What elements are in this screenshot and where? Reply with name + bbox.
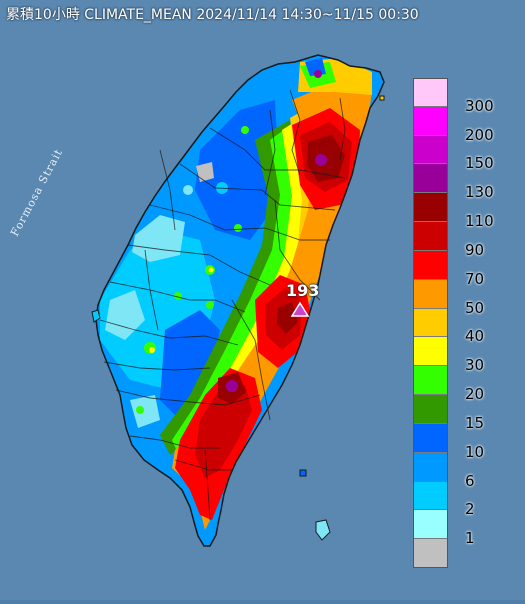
- county-boundary-line: [109, 281, 246, 313]
- county-boundary-line: [144, 249, 159, 331]
- map-title: 累積10小時 CLIMATE_MEAN 2024/11/14 14:30~11/…: [6, 7, 419, 23]
- blob-green-north-1: [241, 126, 249, 134]
- legend-swatch: [413, 164, 448, 194]
- legend-label: 90: [465, 240, 485, 259]
- blob-lightblue-north: [183, 185, 193, 195]
- zone-lightblue-2: [105, 290, 145, 340]
- zone-gray-patch: [196, 162, 214, 182]
- legend-swatch: [413, 366, 448, 396]
- county-boundaries: [99, 89, 346, 521]
- legend-swatch: [413, 78, 448, 107]
- county-boundary-line: [179, 163, 336, 211]
- county-boundary-line: [274, 199, 321, 301]
- legend-swatch: [413, 423, 448, 453]
- islet-green-island: [315, 519, 331, 541]
- peak-marker-triangle-icon: [290, 301, 310, 317]
- legend-swatch: [413, 279, 448, 309]
- legend-swatch: [413, 135, 448, 165]
- county-boundary-line: [289, 89, 301, 176]
- blob-yellow-west-2: [208, 267, 214, 273]
- legend-label: 6: [465, 471, 475, 490]
- county-boundary-line: [149, 204, 330, 241]
- legend-label: 30: [465, 356, 485, 375]
- zone-lightblue-3: [130, 395, 160, 428]
- islet-small-north: [379, 95, 385, 101]
- blob-south-purple: [226, 380, 238, 392]
- county-boundary-line: [204, 449, 211, 521]
- legend-swatch: [413, 452, 448, 482]
- legend-swatch: [413, 510, 448, 540]
- county-boundary-line: [209, 127, 346, 179]
- blob-north-purple: [315, 154, 327, 166]
- blob-green-west-4: [136, 406, 144, 414]
- legend-label: 1: [465, 529, 475, 548]
- legend-swatch: [413, 106, 448, 136]
- legend-label: 50: [465, 298, 485, 317]
- county-boundary-line: [127, 244, 271, 286]
- legend-label: 300: [465, 96, 494, 115]
- zone-maroon-east: [277, 302, 298, 334]
- legend-label: 200: [465, 125, 494, 144]
- legend-label: 40: [465, 327, 485, 346]
- county-boundary-line: [129, 435, 220, 449]
- legend-label: 10: [465, 442, 485, 461]
- rainfall-legend: 300 200 150 130 110 90 70 50 40 30 20 15 10 6 2 1: [413, 78, 505, 568]
- county-boundary-line: [174, 459, 232, 471]
- island-outline: [95, 54, 385, 547]
- zone-north-deepblue: [195, 100, 280, 240]
- county-boundary-line: [231, 299, 271, 421]
- legend-swatch: [413, 250, 448, 280]
- legend-label: 130: [465, 183, 494, 202]
- islet-penghu: [91, 309, 101, 323]
- county-boundary-line: [339, 97, 346, 161]
- peak-rainfall-value: 193: [286, 281, 320, 300]
- county-boundary-line: [264, 109, 276, 196]
- county-boundary-line: [159, 149, 176, 231]
- offshore-islets: [91, 95, 385, 541]
- legend-label: 70: [465, 269, 485, 288]
- legend-swatch: [413, 337, 448, 367]
- blob-yellow-west-1: [149, 347, 155, 353]
- legend-swatch: [413, 193, 448, 223]
- legend-label: 110: [465, 212, 494, 231]
- zone-crimson-south: [195, 385, 252, 478]
- legend-label: 20: [465, 385, 485, 404]
- county-boundary-line: [103, 361, 211, 371]
- county-boundary-line: [115, 389, 261, 406]
- legend-swatch: [413, 395, 448, 424]
- legend-label: 150: [465, 154, 494, 173]
- blob-green-west-3: [174, 292, 182, 300]
- legend-swatch: [413, 308, 448, 338]
- legend-frame: [413, 78, 448, 568]
- county-boundary-line: [99, 319, 239, 346]
- legend-label: 15: [465, 413, 485, 432]
- blob-northeast-purple: [314, 70, 322, 78]
- blob-green-north-2: [234, 224, 242, 232]
- blob-green-west-5: [206, 301, 214, 309]
- legend-swatch: [413, 481, 448, 511]
- islet-ludao: [299, 469, 307, 477]
- legend-swatch: [413, 222, 448, 251]
- legend-label: 2: [465, 500, 475, 519]
